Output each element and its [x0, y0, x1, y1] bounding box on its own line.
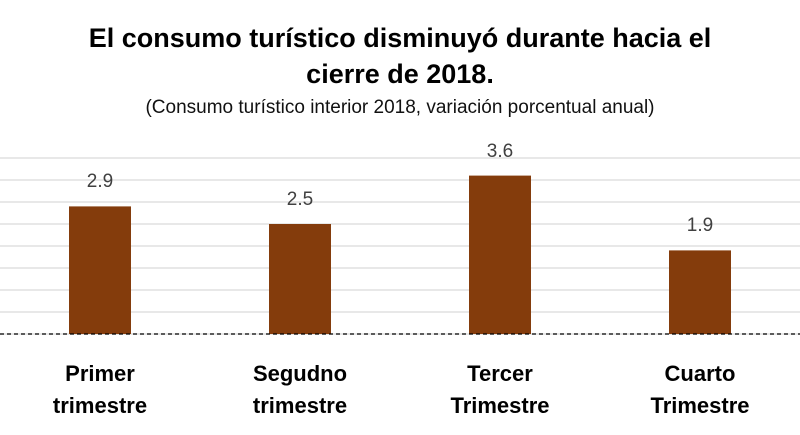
bar: [69, 206, 131, 334]
x-tick-label: Tercer Trimestre: [450, 361, 550, 418]
data-label: 2.5: [286, 189, 314, 210]
x-tick-label: Cuarto Trimestre: [650, 361, 750, 418]
bar: [469, 175, 531, 334]
chart-subtitle: (Consumo turístico interior 2018, variac…: [145, 97, 655, 118]
data-label: 1.9: [686, 215, 714, 237]
bar: [669, 250, 731, 334]
x-tick-label: Primer trimestre: [52, 361, 148, 418]
bar: [269, 224, 331, 334]
chart-title: El consumo turístico disminuyó durante h…: [88, 23, 712, 89]
data-label: 3.6: [486, 140, 514, 162]
data-label: 2.9: [86, 171, 114, 193]
x-tick-label: Segudno trimestre: [252, 361, 348, 418]
